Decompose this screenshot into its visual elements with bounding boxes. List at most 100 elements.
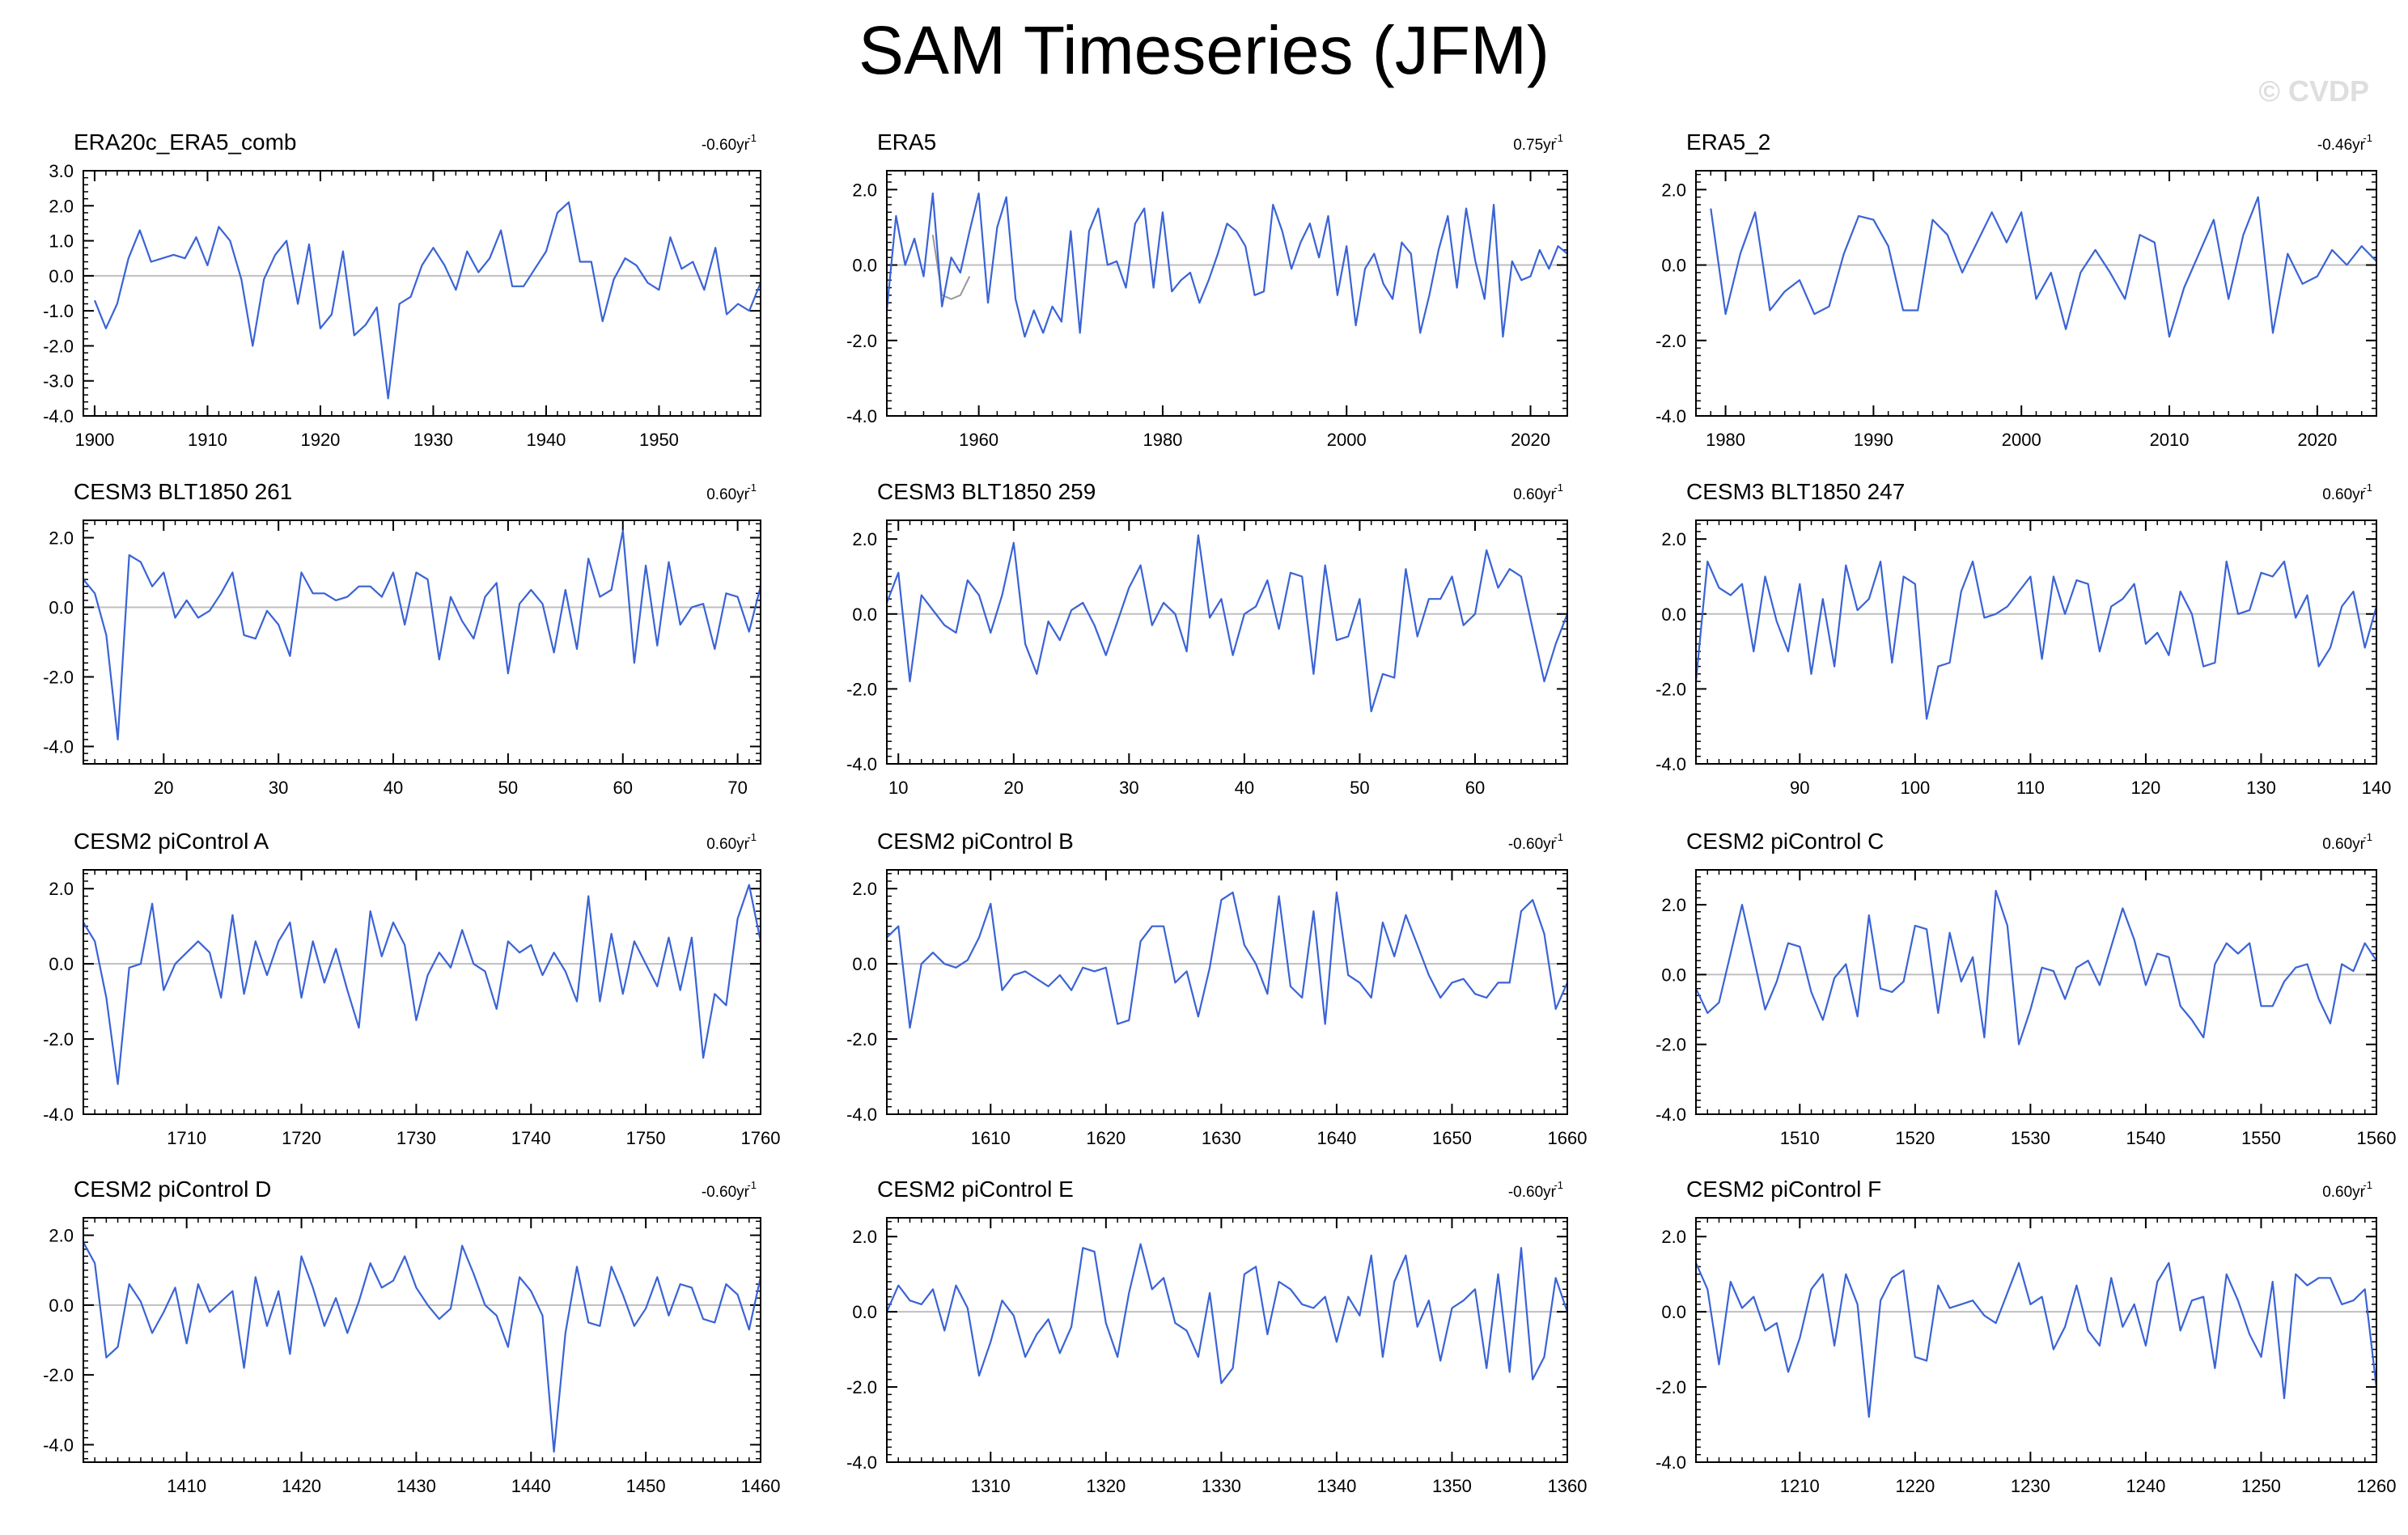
x-tick-label: 40 xyxy=(1235,778,1254,798)
x-tick-label: 40 xyxy=(384,778,403,798)
y-tick-label: -2.0 xyxy=(846,1029,877,1049)
x-tick-label: 1260 xyxy=(2357,1476,2397,1496)
plot-frame xyxy=(83,519,761,765)
x-tick-label: 1650 xyxy=(1432,1128,1472,1148)
trend-exponent: -1 xyxy=(2363,132,2372,144)
trend-exponent: -1 xyxy=(747,481,757,494)
y-tick-label: -4.0 xyxy=(43,406,74,426)
series-line xyxy=(93,201,762,400)
x-tick-label: 1530 xyxy=(2011,1128,2050,1148)
y-tick-label: -4.0 xyxy=(846,754,877,774)
x-tick-label: 1460 xyxy=(741,1476,781,1496)
x-tick-label: 1360 xyxy=(1548,1476,1588,1496)
x-tick-label: 1900 xyxy=(74,430,114,450)
x-tick-label: 30 xyxy=(269,778,288,798)
x-tick-label: 60 xyxy=(1465,778,1485,798)
trend-exponent: -1 xyxy=(1554,132,1563,144)
x-tick-label: 1240 xyxy=(2126,1476,2165,1496)
x-tick-label: 1720 xyxy=(282,1128,321,1148)
x-tick-label: 50 xyxy=(1350,778,1369,798)
plot-frame xyxy=(886,869,1568,1115)
y-tick-label: -1.0 xyxy=(43,301,74,321)
x-tick-label: 1210 xyxy=(1780,1476,1820,1496)
x-tick-label: 30 xyxy=(1119,778,1138,798)
y-tick-label: -2.0 xyxy=(43,668,74,688)
trend-exponent: -1 xyxy=(747,132,757,144)
chart-panel-2: -4.0 -2.0 0.0 2.0 1960 1980 2000 2020 ERA5 0.75yr… xyxy=(846,129,1568,450)
panel-title: ERA5_2 xyxy=(1686,129,1770,155)
y-tick-label: -3.0 xyxy=(43,371,74,392)
chart-panel-3: -4.0 -2.0 0.0 2.0 1980 1990 2000 2010 2020 ERA5_2… xyxy=(1656,129,2377,450)
y-tick-label: -4.0 xyxy=(846,1452,877,1473)
y-tick-label: 2.0 xyxy=(852,879,877,899)
trend-label: -0.60yr xyxy=(702,137,750,154)
panel-title: CESM3 BLT1850 259 xyxy=(877,479,1096,504)
y-tick-label: 0.0 xyxy=(852,604,877,625)
x-tick-label: 120 xyxy=(2131,778,2161,798)
x-tick-label: 1430 xyxy=(396,1476,436,1496)
y-tick-label: -4.0 xyxy=(846,1105,877,1125)
x-tick-label: 1560 xyxy=(2357,1128,2397,1148)
y-tick-label: 2.0 xyxy=(1661,1227,1686,1247)
trend-label: 0.60yr xyxy=(2322,486,2365,503)
series-line xyxy=(885,534,1569,713)
series-line xyxy=(885,1243,1569,1384)
y-tick-label: 0.0 xyxy=(49,1295,74,1316)
trend-label: -0.60yr xyxy=(702,1184,750,1201)
x-tick-label: 60 xyxy=(613,778,633,798)
y-tick-label: 2.0 xyxy=(49,1226,74,1246)
x-tick-label: 1230 xyxy=(2011,1476,2050,1496)
x-tick-label: 1310 xyxy=(971,1476,1011,1496)
y-tick-label: -2.0 xyxy=(43,336,74,356)
x-tick-label: 1540 xyxy=(2126,1128,2165,1148)
trend-exponent: -1 xyxy=(747,1179,757,1191)
series-line xyxy=(83,884,762,1085)
x-tick-label: 1740 xyxy=(511,1128,551,1148)
chart-panel-7: -4.0 -2.0 0.0 2.0 1710 1720 1730 1740 1750 1760 CE… xyxy=(43,829,780,1148)
x-tick-label: 1730 xyxy=(396,1128,436,1148)
chart-panel-8: -4.0 -2.0 0.0 2.0 1610 1620 1630 1640 1650 1660 CE… xyxy=(846,829,1587,1148)
y-tick-label: 2.0 xyxy=(1661,895,1686,915)
panel-title: CESM3 BLT1850 247 xyxy=(1686,479,1905,504)
y-tick-label: -2.0 xyxy=(846,1377,877,1397)
y-tick-label: -2.0 xyxy=(1656,1035,1686,1055)
x-tick-label: 1990 xyxy=(1854,430,1893,450)
chart-panel-4: -4.0 -2.0 0.0 2.0 20 30 40 50 60 70 CESM3 BLT1850 … xyxy=(43,479,762,798)
x-tick-label: 1320 xyxy=(1086,1476,1126,1496)
x-tick-label: 90 xyxy=(1790,778,1809,798)
panel-title: CESM3 BLT1850 261 xyxy=(74,479,292,504)
x-tick-label: 1980 xyxy=(1706,430,1745,450)
x-tick-label: 2020 xyxy=(1511,430,1550,450)
x-tick-label: 1910 xyxy=(188,430,227,450)
chart-panel-1: -4.0 -3.0 -2.0 -1.0 0.0 1.0 2.0 3.0 1900 1910 1920… xyxy=(43,129,762,450)
y-tick-label: -4.0 xyxy=(1656,1105,1686,1125)
series-line xyxy=(886,891,1569,1029)
x-tick-label: 1450 xyxy=(626,1476,666,1496)
trend-label: 0.60yr xyxy=(1513,486,1556,503)
x-tick-label: 1640 xyxy=(1316,1128,1356,1148)
chart-panel-9: -4.0 -2.0 0.0 2.0 1510 1520 1530 1540 1550 1560 CE… xyxy=(1656,829,2396,1148)
x-tick-label: 1220 xyxy=(1895,1476,1935,1496)
series-line xyxy=(83,529,762,741)
panel-title: CESM2 piControl C xyxy=(1686,829,1884,854)
x-tick-label: 1330 xyxy=(1202,1476,1241,1496)
x-tick-label: 10 xyxy=(888,778,908,798)
chart-panel-11: -4.0 -2.0 0.0 2.0 1310 1320 1330 1340 1350 1360 CE… xyxy=(846,1177,1587,1496)
plot-frame xyxy=(83,170,761,417)
panel-title: CESM2 piControl F xyxy=(1686,1177,1881,1202)
y-tick-label: 2.0 xyxy=(1661,529,1686,549)
y-tick-label: -4.0 xyxy=(43,1105,74,1125)
x-tick-label: 1520 xyxy=(1895,1128,1935,1148)
plot-frame xyxy=(1695,170,2377,417)
trend-label: 0.60yr xyxy=(706,836,749,853)
x-tick-label: 1750 xyxy=(626,1128,666,1148)
x-tick-label: 1250 xyxy=(2241,1476,2281,1496)
x-tick-label: 100 xyxy=(1900,778,1930,798)
series-line xyxy=(1695,889,2377,1045)
x-tick-label: 1950 xyxy=(639,430,679,450)
y-tick-label: 2.0 xyxy=(49,196,74,216)
trend-exponent: -1 xyxy=(2363,831,2372,843)
plot-frame xyxy=(1695,1217,2377,1463)
y-tick-label: 3.0 xyxy=(49,161,74,181)
